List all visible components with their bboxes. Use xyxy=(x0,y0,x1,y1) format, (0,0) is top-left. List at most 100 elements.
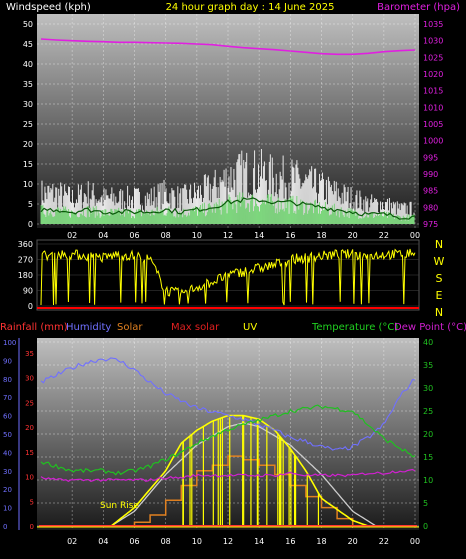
compass-letter: N xyxy=(435,306,443,319)
rain-y-tick-label: 35 xyxy=(25,350,34,358)
solar-x-tick-label: 04 xyxy=(98,537,108,546)
barometer-y-tick-label: 980 xyxy=(423,203,438,212)
dew-point-line xyxy=(40,468,416,483)
humidity-y-tick-label: 20 xyxy=(3,486,12,494)
solar-series xyxy=(37,357,419,528)
compass-letter: E xyxy=(436,289,443,302)
barometer-y-tick-label: 1005 xyxy=(423,120,443,129)
rain-y-tick-label: 15 xyxy=(25,449,34,457)
wind-y-tick-label: 35 xyxy=(23,80,33,89)
direction-line xyxy=(40,248,416,306)
rain-y-tick-label: 10 xyxy=(25,474,34,482)
wind-x-tick-label: 22 xyxy=(379,231,389,240)
wind-x-tick-label: 16 xyxy=(285,231,295,240)
temperature-line xyxy=(40,404,416,476)
humidity-line xyxy=(40,357,416,451)
temperature-y-tick-label: 20 xyxy=(423,430,433,439)
barometer-y-tick-label: 1010 xyxy=(423,103,443,112)
wind-y-tick-label: 40 xyxy=(23,60,33,69)
wind-x-tick-label: 02 xyxy=(67,231,77,240)
sun-rise-label: Sun Rise xyxy=(100,501,139,511)
barometer-y-tick-label: 990 xyxy=(423,170,438,179)
solar-x-tick-label: 22 xyxy=(379,537,389,546)
barometer-line xyxy=(40,38,416,56)
direction-y-tick-label: 0 xyxy=(28,302,33,311)
barometer-y-tick-label: 995 xyxy=(423,153,438,162)
rainfall-legend: Rainfall (mm) xyxy=(0,322,68,333)
rain-y-tick-label: 30 xyxy=(25,375,34,383)
barometer-y-tick-label: 975 xyxy=(423,220,438,229)
temperature-y-tick-label: 15 xyxy=(423,453,433,462)
barometer-y-tick-label: 1025 xyxy=(423,53,443,62)
wind-y-tick-label: 30 xyxy=(23,100,33,109)
direction-y-tick-label: 360 xyxy=(18,240,33,249)
rain-y-tick-label: 5 xyxy=(30,498,34,506)
compass-letter: S xyxy=(436,272,443,285)
solar-legend: Solar xyxy=(117,322,143,333)
solar-x-tick-label: 02 xyxy=(67,537,77,546)
compass-letter: N xyxy=(435,238,443,251)
dew-point-legend: Dew Point (°C) xyxy=(394,322,466,333)
max-solar-legend: Max solar xyxy=(171,322,220,333)
rain-y-tick-label: 20 xyxy=(25,424,34,432)
wind-average-line xyxy=(40,197,416,220)
humidity-y-tick-label: 70 xyxy=(3,394,12,402)
humidity-y-tick-label: 40 xyxy=(3,449,12,457)
rain-y-tick-label: 0 xyxy=(30,523,34,531)
solar-x-tick-label: 14 xyxy=(254,537,264,546)
graph-title: 24 hour graph day : 14 June 2025 xyxy=(166,2,335,13)
solar-x-tick-label: 08 xyxy=(161,537,171,546)
wind-x-tick-label: 08 xyxy=(161,231,171,240)
barometer-y-tick-label: 1015 xyxy=(423,87,443,96)
uv-line xyxy=(110,414,369,527)
barometer-y-tick-label: 985 xyxy=(423,187,438,196)
humidity-y-tick-label: 80 xyxy=(3,376,12,384)
wind-ticks: 0510152025303540455097598098599099510001… xyxy=(23,20,444,240)
solar-x-tick-label: 20 xyxy=(348,537,358,546)
wind-y-tick-label: 20 xyxy=(23,140,33,149)
wind-x-tick-label: 00 xyxy=(410,231,420,240)
barometer-y-tick-label: 1035 xyxy=(423,20,443,29)
wind-x-tick-label: 10 xyxy=(192,231,202,240)
wind-x-tick-label: 20 xyxy=(348,231,358,240)
temperature-y-tick-label: 30 xyxy=(423,384,433,393)
wind-y-tick-label: 5 xyxy=(28,200,33,209)
humidity-y-tick-label: 60 xyxy=(3,413,12,421)
wind-y-tick-label: 25 xyxy=(23,120,33,129)
solar-x-tick-label: 18 xyxy=(316,537,326,546)
compass-letter: W xyxy=(434,255,445,268)
barometer-y-tick-label: 1030 xyxy=(423,37,443,46)
humidity-y-tick-label: 50 xyxy=(3,431,12,439)
solar-plot-area xyxy=(37,338,419,530)
wind-x-tick-label: 06 xyxy=(129,231,139,240)
temperature-legend: Temperature (°C) xyxy=(311,322,398,333)
wind-series xyxy=(40,38,416,224)
solar-x-tick-label: 06 xyxy=(129,537,139,546)
barometer-axis-title: Barometer (hpa) xyxy=(377,2,460,13)
temperature-y-tick-label: 40 xyxy=(423,338,433,347)
wind-y-tick-label: 50 xyxy=(23,20,33,29)
solar-x-tick-label: 00 xyxy=(410,537,420,546)
solar-ticks: 0102030405060708090100051015202530350510… xyxy=(3,338,433,546)
temperature-y-tick-label: 0 xyxy=(423,522,428,531)
humidity-y-tick-label: 0 xyxy=(3,523,7,531)
humidity-y-tick-label: 30 xyxy=(3,468,12,476)
humidity-legend: Humidity xyxy=(66,322,111,333)
wind-y-tick-label: 45 xyxy=(23,40,33,49)
wind-x-tick-label: 14 xyxy=(254,231,264,240)
uv-legend: UV xyxy=(243,322,257,333)
direction-y-tick-label: 90 xyxy=(23,287,33,296)
wind-x-tick-label: 12 xyxy=(223,231,233,240)
wind-x-tick-label: 04 xyxy=(98,231,108,240)
solar-x-tick-label: 10 xyxy=(192,537,202,546)
wind-y-tick-label: 0 xyxy=(28,220,33,229)
humidity-y-tick-label: 100 xyxy=(3,339,16,347)
wind-y-tick-label: 10 xyxy=(23,180,33,189)
wind-axis-title: Windspeed (kph) xyxy=(6,2,91,13)
direction-y-tick-label: 180 xyxy=(18,271,33,280)
temperature-y-tick-label: 25 xyxy=(423,407,433,416)
barometer-y-tick-label: 1000 xyxy=(423,137,443,146)
